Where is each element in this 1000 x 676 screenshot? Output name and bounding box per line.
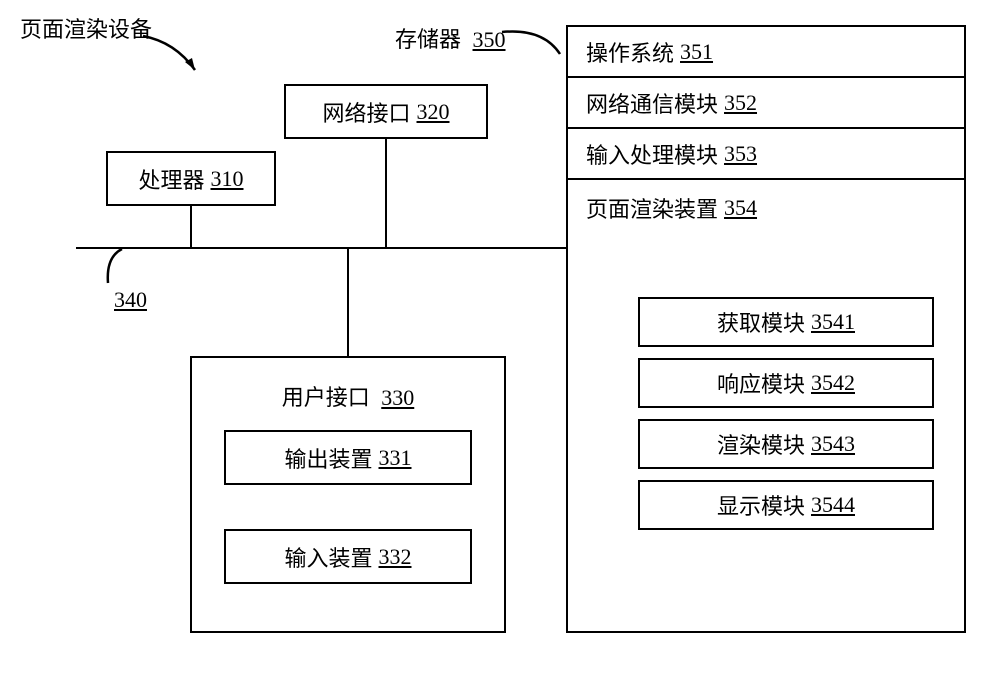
- submodule-fetch-text: 获取模块: [717, 306, 805, 338]
- storage-box: 操作系统 351 网络通信模块 352 输入处理模块 353 页面渲染装置 35…: [566, 25, 966, 633]
- module-netcomm: 网络通信模块 352: [568, 78, 964, 129]
- connector-netif: [385, 139, 387, 247]
- diagram-title: 页面渲染设备: [20, 12, 152, 44]
- submodule-list: 获取模块 3541 响应模块 3542 渲染模块 3543 显示模块 3544: [568, 236, 964, 546]
- processor-box: 处理器 310: [106, 151, 276, 206]
- user-interface-ref: 330: [381, 385, 414, 410]
- submodule-render: 渲染模块 3543: [638, 419, 934, 469]
- connector-userif: [347, 247, 349, 356]
- module-page-render-text: 页面渲染装置: [586, 192, 718, 224]
- bus-hook-icon: [100, 247, 130, 287]
- module-netcomm-text: 网络通信模块: [586, 87, 718, 119]
- submodule-fetch-ref: 3541: [811, 309, 855, 335]
- storage-label-text: 存储器: [395, 27, 461, 52]
- title-arrow-icon: [135, 32, 215, 82]
- submodule-response-text: 响应模块: [717, 367, 805, 399]
- module-os: 操作系统 351: [568, 27, 964, 78]
- submodule-display-text: 显示模块: [717, 489, 805, 521]
- module-input-proc-ref: 353: [724, 141, 757, 167]
- submodule-render-ref: 3543: [811, 431, 855, 457]
- module-netcomm-ref: 352: [724, 90, 757, 116]
- module-page-render: 页面渲染装置 354: [568, 180, 964, 236]
- module-os-text: 操作系统: [586, 36, 674, 68]
- processor-text: 处理器: [138, 163, 204, 195]
- user-interface-text: 用户接口: [282, 385, 370, 410]
- storage-hook-icon: [498, 20, 568, 60]
- output-device-text: 输出装置: [284, 442, 372, 474]
- input-device-box: 输入装置 332: [224, 529, 472, 584]
- user-interface-title: 用户接口 330: [192, 358, 504, 422]
- network-interface-ref: 320: [417, 99, 450, 125]
- submodule-fetch: 获取模块 3541: [638, 297, 934, 347]
- submodule-response-ref: 3542: [811, 370, 855, 396]
- submodule-display: 显示模块 3544: [638, 480, 934, 530]
- bus-ref-label: 340: [114, 287, 147, 313]
- diagram-title-text: 页面渲染设备: [20, 17, 152, 42]
- network-interface-box: 网络接口 320: [284, 84, 488, 139]
- module-os-ref: 351: [680, 39, 713, 65]
- input-device-ref: 332: [379, 544, 412, 570]
- output-device-box: 输出装置 331: [224, 430, 472, 485]
- input-device-text: 输入装置: [284, 541, 372, 573]
- output-device-ref: 331: [379, 445, 412, 471]
- module-page-render-ref: 354: [724, 195, 757, 221]
- bus-ref: 340: [114, 287, 147, 312]
- module-input-proc: 输入处理模块 353: [568, 129, 964, 180]
- user-interface-box: 用户接口 330 输出装置 331 输入装置 332: [190, 356, 506, 633]
- processor-ref: 310: [211, 166, 244, 192]
- module-input-proc-text: 输入处理模块: [586, 138, 718, 170]
- storage-label: 存储器 350: [395, 22, 506, 54]
- bus-line: [76, 247, 566, 249]
- submodule-display-ref: 3544: [811, 492, 855, 518]
- submodule-render-text: 渲染模块: [717, 428, 805, 460]
- connector-processor: [190, 206, 192, 247]
- network-interface-text: 网络接口: [322, 96, 410, 128]
- diagram-canvas: 页面渲染设备 存储器 350 处理器 310 网络接口 320 340 用户接口…: [0, 0, 1000, 676]
- submodule-response: 响应模块 3542: [638, 358, 934, 408]
